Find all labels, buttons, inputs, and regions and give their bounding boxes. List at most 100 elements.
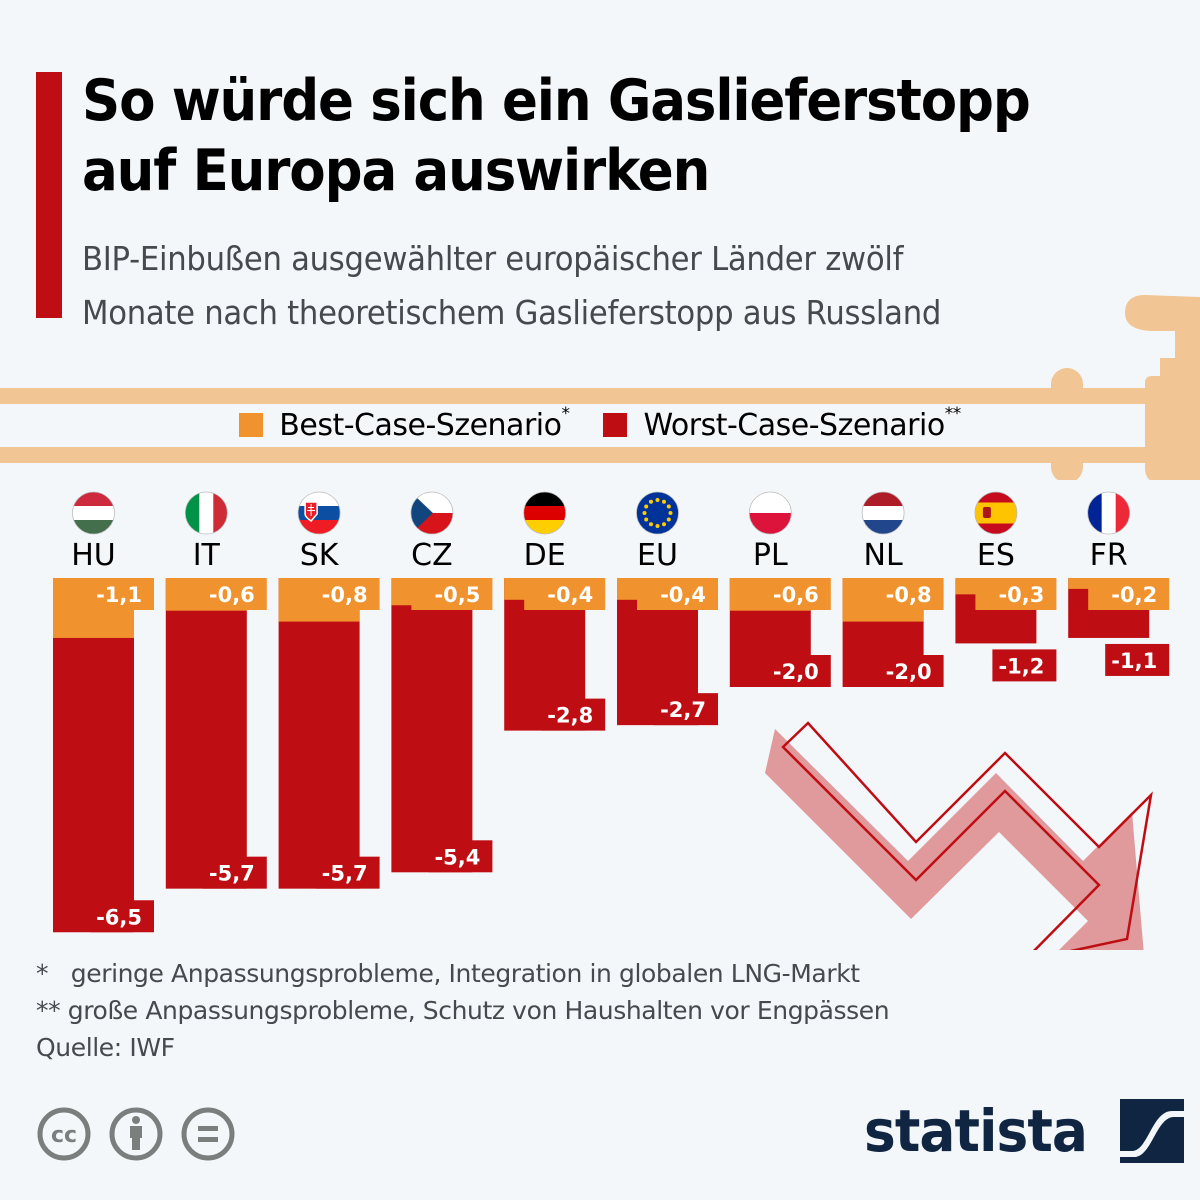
bar-worst-case <box>278 578 360 889</box>
downward-trend-arrow-icon <box>765 721 1153 950</box>
category-label: CZ <box>411 538 453 573</box>
label-box-best-case <box>524 578 606 610</box>
flag-band <box>185 492 200 534</box>
flag-band <box>72 492 115 507</box>
data-label-best-case: -0,3 <box>998 583 1044 607</box>
pipe-vertical <box>1125 295 1200 480</box>
label-box-worst-case <box>992 649 1057 682</box>
category-label: NL <box>864 538 903 573</box>
flag-star <box>649 499 653 504</box>
data-label-worst-case: -2,8 <box>547 704 593 728</box>
flag-star <box>662 522 666 527</box>
bar-worst-case <box>391 578 473 873</box>
flag-star <box>662 499 666 504</box>
title-accent-bar <box>36 72 62 318</box>
bar-group-es: ES -0,3 -1,2 <box>955 491 1057 682</box>
bar-group-cz: CZ -0,5 -5,4 <box>391 491 493 873</box>
pipe-top <box>0 388 1200 404</box>
brand-name: statista <box>864 1097 1088 1165</box>
label-box-best-case <box>637 578 718 610</box>
flag-outline <box>748 491 792 535</box>
flag-band <box>862 492 905 507</box>
label-box-best-case <box>975 578 1057 610</box>
bar-group-it: IT -0,6 -5,7 <box>165 491 267 889</box>
bar-group-pl: PL -0,6 -2,0 <box>729 491 831 687</box>
statista-logo[interactable]: statista <box>864 1097 1185 1165</box>
data-label-worst-case: -1,1 <box>1111 649 1157 673</box>
category-label: FR <box>1090 538 1128 573</box>
flag-star <box>666 504 671 509</box>
flag-hungary-icon <box>72 492 115 534</box>
flag-band <box>523 506 566 521</box>
flag-star <box>644 517 649 522</box>
flag-star <box>655 498 660 502</box>
flag-outline <box>297 491 341 535</box>
title-line-1: So würde sich ein Gaslieferstopp <box>82 68 1031 134</box>
title-line-2: auf Europa auswirken <box>82 138 710 204</box>
flag-outline <box>72 491 115 535</box>
bar-group-nl: NL -0,8 -2,0 <box>842 491 944 687</box>
flag-netherlands-icon <box>862 492 905 534</box>
flag-band <box>1087 492 1102 534</box>
data-label-worst-case: -5,4 <box>434 845 480 869</box>
attribution-icon[interactable] <box>108 1106 164 1162</box>
data-label-worst-case: -6,5 <box>96 905 142 929</box>
flag-band <box>749 513 792 534</box>
flag-outline <box>184 491 228 535</box>
data-label-best-case: -1,1 <box>96 583 142 607</box>
source-note: Quelle: IWF <box>36 1033 175 1062</box>
data-label-best-case: -0,2 <box>1111 583 1157 607</box>
pipe-flange-top <box>1051 368 1083 404</box>
data-label-worst-case: -5,7 <box>322 862 368 886</box>
footnotes: * geringe Anpassungsprobleme, Integratio… <box>36 955 890 1066</box>
no-derivatives-icon[interactable] <box>180 1106 236 1162</box>
flag-band <box>862 520 905 534</box>
flag-outline <box>861 491 905 535</box>
flag-band <box>523 520 566 534</box>
data-label-best-case: -0,4 <box>660 583 706 607</box>
legend-item-worst-case: Worst-Case-Szenario** <box>603 404 961 443</box>
label-box-worst-case <box>202 856 267 889</box>
label-box-worst-case <box>428 840 493 873</box>
data-label-worst-case: -2,0 <box>886 660 932 684</box>
data-label-worst-case: -2,0 <box>773 660 819 684</box>
bar-group-hu: HU -1,1 -6,5 <box>53 491 154 933</box>
label-box-best-case <box>1088 578 1170 610</box>
flag-coat-of-arms <box>982 507 991 518</box>
data-label-best-case: -0,8 <box>886 583 932 607</box>
data-label-worst-case: -1,2 <box>998 654 1044 678</box>
data-label-worst-case: -2,7 <box>660 698 706 722</box>
bar-group-eu: EU -0,4 -2,7 <box>617 491 718 726</box>
flag-france-icon <box>1087 492 1130 534</box>
bar-worst-case <box>165 578 247 889</box>
chart-title: So würde sich ein Gaslieferstopp auf Eur… <box>82 66 1114 206</box>
footnote-best-case: * geringe Anpassungsprobleme, Integratio… <box>36 959 860 988</box>
cc-icon[interactable]: cc <box>36 1106 92 1162</box>
category-label: ES <box>977 538 1015 573</box>
label-box-best-case <box>749 578 831 610</box>
category-label: PL <box>753 538 788 573</box>
data-label-worst-case: -5,7 <box>209 862 255 886</box>
statista-mark-icon <box>1120 1099 1185 1163</box>
label-box-best-case <box>862 578 944 610</box>
data-label-best-case: -0,6 <box>773 583 819 607</box>
flag-star <box>649 522 653 527</box>
bar-group-sk: SK -0,8 -5,7 <box>278 491 380 889</box>
label-box-best-case <box>411 578 493 610</box>
label-box-worst-case <box>1105 643 1170 676</box>
flag-band <box>298 520 341 534</box>
data-label-best-case: -0,6 <box>209 583 255 607</box>
legend-swatch-worst-case <box>603 413 628 437</box>
license-icons: cc <box>36 1106 236 1162</box>
flag-band <box>523 492 566 507</box>
flag-band <box>1101 492 1116 534</box>
chart-subtitle: BIP-Einbußen ausgewählter europäischer L… <box>82 232 1105 340</box>
subtitle-line-2: Monate nach theoretischem Gaslieferstopp… <box>82 293 942 332</box>
label-box-worst-case <box>541 698 606 731</box>
label-box-worst-case <box>654 693 718 726</box>
bar-group-de: DE -0,4 -2,8 <box>504 491 606 731</box>
flag-slovakia-icon <box>298 492 341 534</box>
legend-item-best-case: Best-Case-Szenario* <box>239 404 570 443</box>
flag-band <box>72 506 115 521</box>
category-label: EU <box>637 538 678 573</box>
